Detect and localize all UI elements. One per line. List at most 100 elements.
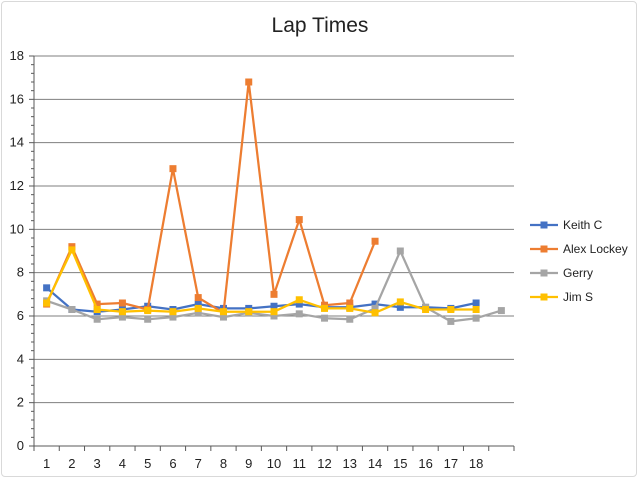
data-point-alex-lockey <box>346 299 354 307</box>
series-line-keith-c <box>45 286 477 313</box>
data-point-alex-lockey <box>118 299 126 307</box>
x-tick-label-12: 12 <box>317 456 331 471</box>
data-point-gerry <box>447 317 455 325</box>
data-point-gerry <box>472 314 480 322</box>
legend-item-keith-c: Keith C <box>530 218 603 232</box>
legend: Keith C Alex Lockey Gerry Jim S <box>530 218 628 304</box>
y-tick-label-16: 16 <box>10 91 24 106</box>
data-point-keith-c <box>472 299 480 307</box>
legend-swatch-marker <box>540 293 548 301</box>
data-point-alex-lockey <box>245 78 253 86</box>
y-tick-label-4: 4 <box>17 351 24 366</box>
data-point-gerry <box>346 315 354 323</box>
legend-swatch-marker <box>540 269 548 277</box>
data-point-jim-s <box>68 246 76 254</box>
series-line-jim-s <box>45 248 477 314</box>
x-tick-label-14: 14 <box>368 456 382 471</box>
series-alex-lockey <box>43 78 379 317</box>
data-point-jim-s <box>346 304 354 312</box>
x-tick-label-4: 4 <box>119 456 126 471</box>
data-point-gerry <box>144 315 152 323</box>
data-point-jim-s <box>169 308 177 316</box>
y-tick-label-14: 14 <box>10 135 24 150</box>
x-tick-label-11: 11 <box>293 456 307 471</box>
data-point-gerry <box>321 314 329 322</box>
series-lines <box>43 78 505 325</box>
x-tick-label-8: 8 <box>220 456 227 471</box>
data-point-jim-s <box>321 304 329 312</box>
data-point-jim-s <box>447 306 455 313</box>
data-point-gerry <box>219 313 227 321</box>
gridlines <box>34 55 514 404</box>
legend-swatch-marker <box>540 221 548 229</box>
data-point-jim-s <box>93 306 101 313</box>
x-tick-label-2: 2 <box>68 456 75 471</box>
data-point-alex-lockey <box>371 237 379 245</box>
data-point-keith-c <box>295 300 303 308</box>
data-point-jim-s <box>295 296 303 304</box>
data-point-jim-s <box>194 304 202 312</box>
data-point-gerry <box>194 309 202 317</box>
legend-label: Jim S <box>563 290 593 304</box>
x-tick-label-6: 6 <box>169 456 176 471</box>
x-tick-label-10: 10 <box>267 456 281 471</box>
x-tick-label-7: 7 <box>195 456 202 471</box>
y-tick-label-2: 2 <box>17 395 24 410</box>
data-point-keith-c <box>43 284 51 292</box>
data-point-gerry <box>118 313 126 321</box>
legend-label: Keith C <box>563 218 603 232</box>
data-point-alex-lockey <box>194 294 202 302</box>
data-point-jim-s <box>422 306 430 313</box>
legend-item-jim-s: Jim S <box>530 290 593 304</box>
legend-item-gerry: Gerry <box>530 266 593 280</box>
data-point-jim-s <box>270 308 278 316</box>
data-point-gerry <box>371 304 379 312</box>
data-point-alex-lockey <box>93 300 101 308</box>
data-point-gerry <box>295 310 303 318</box>
legend-label: Gerry <box>563 266 593 280</box>
x-tick-label-17: 17 <box>444 456 458 471</box>
x-tick-label-15: 15 <box>393 456 407 471</box>
x-tick-label-1: 1 <box>43 456 50 471</box>
data-point-alex-lockey <box>270 290 278 298</box>
legend-swatch-marker <box>540 245 548 253</box>
series-jim-s <box>43 246 480 317</box>
data-point-gerry <box>169 313 177 321</box>
data-point-jim-s <box>245 308 253 316</box>
x-tick-label-3: 3 <box>94 456 101 471</box>
data-point-gerry <box>68 306 76 313</box>
series-line-alex-lockey <box>45 80 377 314</box>
x-tick-label-9: 9 <box>245 456 252 471</box>
data-point-jim-s <box>396 298 404 306</box>
data-point-jim-s <box>472 306 480 313</box>
y-tick-label-10: 10 <box>10 221 24 236</box>
data-point-jim-s <box>219 308 227 316</box>
data-point-gerry <box>497 307 505 315</box>
y-tick-label-8: 8 <box>17 265 24 280</box>
y-tick-label-12: 12 <box>10 178 24 193</box>
legend-item-alex-lockey: Alex Lockey <box>530 242 628 256</box>
data-point-gerry <box>396 247 404 255</box>
data-point-jim-s <box>118 308 126 316</box>
x-tick-label-5: 5 <box>144 456 151 471</box>
y-tick-label-18: 18 <box>10 48 24 63</box>
chart-title: Lap Times <box>272 14 369 37</box>
data-point-gerry <box>93 315 101 323</box>
data-point-jim-s <box>371 309 379 317</box>
y-tick-label-6: 6 <box>17 308 24 323</box>
x-tick-label-18: 18 <box>469 456 483 471</box>
data-point-jim-s <box>43 299 51 307</box>
data-point-gerry <box>270 312 278 320</box>
data-point-keith-c <box>194 300 202 308</box>
data-point-alex-lockey <box>169 165 177 173</box>
data-point-keith-c <box>396 303 404 311</box>
x-tick-label-16: 16 <box>418 456 432 471</box>
data-point-jim-s <box>144 307 152 315</box>
data-point-keith-c <box>371 300 379 308</box>
data-point-alex-lockey <box>295 216 303 224</box>
x-tick-label-13: 13 <box>343 456 357 471</box>
y-tick-label-0: 0 <box>17 438 24 453</box>
